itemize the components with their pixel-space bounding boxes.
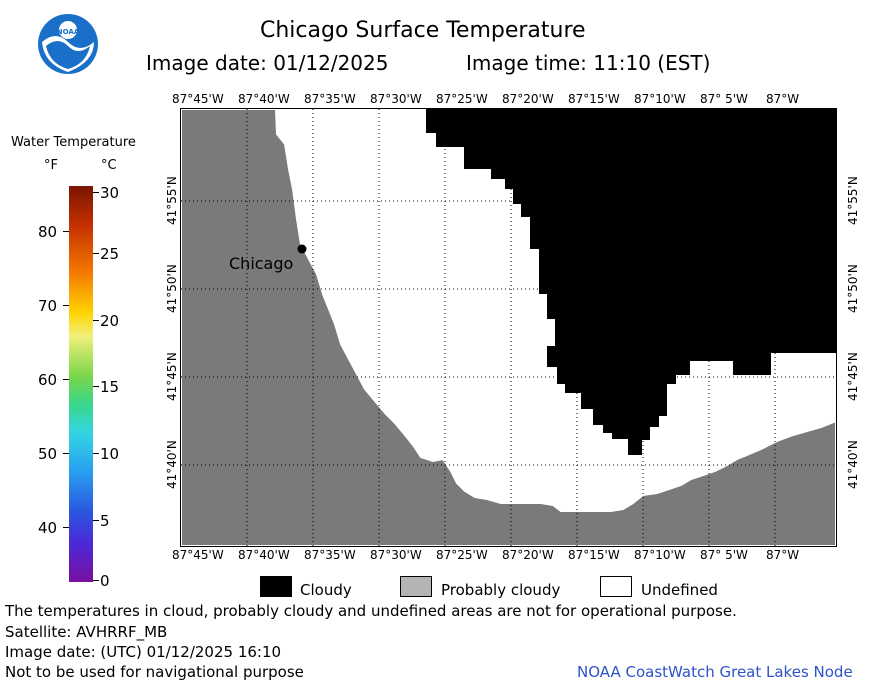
lon-label-top: 87°45'W xyxy=(172,92,224,106)
unit-fahrenheit: °F xyxy=(44,158,58,173)
lon-label-bottom: 87°10'W xyxy=(634,548,686,562)
colorbar-tick-mark xyxy=(93,520,99,521)
lon-label-bottom: 87°15'W xyxy=(568,548,620,562)
c-tick-label: 15 xyxy=(100,378,120,396)
satellite-label: Satellite: AVHRRF_MB xyxy=(5,623,168,641)
f-tick-label: 80 xyxy=(38,223,58,241)
c-tick-label: 25 xyxy=(100,245,120,263)
legend-label-cloudy: Cloudy xyxy=(300,581,352,599)
lat-label-left: 41°45'N xyxy=(165,352,179,401)
legend-label-undefined: Undefined xyxy=(641,581,718,599)
navigation-warning: Not to be used for navigational purpose xyxy=(5,663,304,681)
colorbar-title: Water Temperature xyxy=(11,135,136,150)
lon-label-top: 87°30'W xyxy=(370,92,422,106)
c-tick-label: 10 xyxy=(100,445,120,463)
noaa-logo: NOAA xyxy=(36,12,100,76)
lon-label-top: 87°15'W xyxy=(568,92,620,106)
colorbar-tick-mark xyxy=(63,453,69,454)
lon-label-bottom: 87°20'W xyxy=(502,548,554,562)
f-tick-label: 60 xyxy=(38,371,58,389)
lat-label-left: 41°55'N xyxy=(165,176,179,225)
lon-label-top: 87°40'W xyxy=(238,92,290,106)
c-tick-label: 20 xyxy=(100,312,120,330)
lon-label-bottom: 87° 5'W xyxy=(700,548,748,562)
map-frame: Chicago xyxy=(181,109,836,546)
map-border xyxy=(180,108,837,547)
image-time: Image time: 11:10 (EST) xyxy=(466,51,711,75)
lon-label-top: 87°20'W xyxy=(502,92,554,106)
lon-label-bottom: 87°35'W xyxy=(304,548,356,562)
lon-label-bottom: 87°45'W xyxy=(172,548,224,562)
land-region xyxy=(181,109,836,546)
credit-link[interactable]: NOAA CoastWatch Great Lakes Node xyxy=(577,663,853,681)
colorbar-tick-mark xyxy=(93,192,99,193)
colorbar-tick-mark xyxy=(93,453,99,454)
utc-date: Image date: (UTC) 01/12/2025 16:10 xyxy=(5,643,282,661)
lat-label-right: 41°55'N xyxy=(846,176,860,225)
lon-label-top: 87° 5'W xyxy=(700,92,748,106)
colorbar-tick-mark xyxy=(63,305,69,306)
lon-label-top: 87°10'W xyxy=(634,92,686,106)
chicago-marker xyxy=(297,244,307,254)
c-tick-label: 30 xyxy=(100,184,120,202)
lat-label-left: 41°40'N xyxy=(165,440,179,489)
c-tick-label: 0 xyxy=(100,572,110,590)
lon-label-bottom: 87°W xyxy=(766,548,800,562)
colorbar-tick-mark xyxy=(93,320,99,321)
legend-swatch-probably-cloudy xyxy=(400,576,432,597)
logo-text: NOAA xyxy=(57,28,80,36)
lon-label-top: 87°35'W xyxy=(304,92,356,106)
graticule xyxy=(181,109,836,546)
legend-swatch-undefined xyxy=(600,576,632,597)
colorbar-tick-mark xyxy=(93,580,99,581)
page-title: Chicago Surface Temperature xyxy=(260,18,586,43)
image-date: Image date: 01/12/2025 xyxy=(146,51,389,75)
operational-note: The temperatures in cloud, probably clou… xyxy=(5,602,737,620)
lon-label-top: 87°25'W xyxy=(436,92,488,106)
colorbar-tick-mark xyxy=(63,231,69,232)
colorbar-tick-mark xyxy=(93,386,99,387)
f-tick-label: 50 xyxy=(38,445,58,463)
lat-label-right: 41°40'N xyxy=(846,440,860,489)
lon-label-bottom: 87°40'W xyxy=(238,548,290,562)
lat-label-right: 41°50'N xyxy=(846,264,860,313)
colorbar-gradient xyxy=(69,186,93,582)
cloud-region xyxy=(426,109,836,455)
lon-label-bottom: 87°25'W xyxy=(436,548,488,562)
lon-label-bottom: 87°30'W xyxy=(370,548,422,562)
legend-label-probably-cloudy: Probably cloudy xyxy=(441,581,561,599)
legend-swatch-cloudy xyxy=(260,576,292,597)
lon-label-top: 87°W xyxy=(766,92,800,106)
f-tick-label: 70 xyxy=(38,297,58,315)
c-tick-label: 5 xyxy=(100,512,110,530)
colorbar-tick-mark xyxy=(93,253,99,254)
f-tick-label: 40 xyxy=(38,519,58,537)
lat-label-right: 41°45'N xyxy=(846,352,860,401)
lat-label-left: 41°50'N xyxy=(165,264,179,313)
chicago-label: Chicago xyxy=(229,254,293,273)
colorbar-tick-mark xyxy=(63,379,69,380)
unit-celsius: °C xyxy=(101,158,117,173)
colorbar-tick-mark xyxy=(63,527,69,528)
